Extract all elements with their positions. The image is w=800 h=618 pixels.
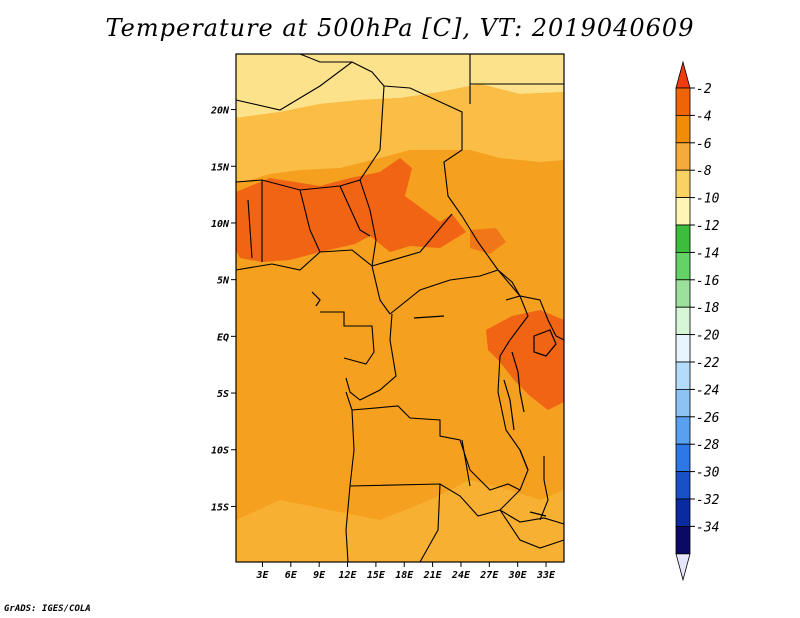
longitude-ticks: 3E 6E 9E 12E 15E 18E 21E 24E 27E 30E 33E <box>255 562 556 581</box>
colorbar-label: -16 <box>696 274 720 289</box>
lat-tick-label: 15S <box>211 502 229 513</box>
colorbar-swatch <box>675 361 691 390</box>
latitude-ticks: 20N 15N 10N 5N EQ 5S 10S 15S <box>210 106 236 513</box>
lat-tick-label: 5S <box>217 389 229 400</box>
colorbar-swatch <box>675 169 691 198</box>
lat-tick-label: 20N <box>210 106 230 117</box>
lon-tick-label: 3E <box>255 570 269 581</box>
colorbar: -2 -4 -6 -8 -10 -12 -14 -16 -18 -20 -22 -24 -26 -28 -3… <box>675 60 720 582</box>
country-borders <box>235 53 565 563</box>
colorbar-swatch <box>675 388 691 418</box>
lon-tick-label: 30E <box>508 570 528 581</box>
colorbar-swatch <box>675 142 691 171</box>
colorbar-swatch <box>675 306 691 336</box>
colorbar-label: -28 <box>696 438 720 453</box>
band-minus8-minus10 <box>236 54 564 118</box>
band-minus2-minus4-east <box>486 310 564 410</box>
lon-tick-label: 33E <box>536 570 556 581</box>
colorbar-swatch <box>675 334 691 363</box>
colorbar-label: -26 <box>696 411 720 426</box>
colorbar-swatch <box>675 224 691 253</box>
colorbar-swatch <box>675 471 691 500</box>
lon-tick-label: 6E <box>285 570 298 581</box>
lon-tick-label: 24E <box>451 570 471 581</box>
colorbar-label: -2 <box>696 82 712 97</box>
colorbar-swatch <box>675 443 691 473</box>
colorbar-label: -18 <box>696 301 720 316</box>
colorbar-label: -6 <box>696 137 712 152</box>
band-minus6-minus8-south <box>236 480 564 562</box>
colorbar-label: -32 <box>696 493 720 508</box>
colorbar-swatch <box>675 115 691 144</box>
lon-tick-label: 12E <box>339 570 358 581</box>
colorbar-swatch <box>675 87 691 116</box>
band-minus6-minus8 <box>236 84 564 182</box>
lakes <box>311 291 557 517</box>
grads-credit: GrADS: IGES/COLA <box>4 604 91 614</box>
lon-tick-label: 18E <box>395 570 414 581</box>
colorbar-swatch <box>675 498 691 527</box>
map-frame <box>235 53 565 563</box>
colorbar-swatch <box>675 279 691 308</box>
lat-tick-label: 5N <box>217 276 230 287</box>
temperature-field <box>236 54 564 562</box>
colorbar-swatch <box>675 416 691 445</box>
lat-tick-label: 10S <box>211 446 229 457</box>
lon-tick-label: 15E <box>367 570 386 581</box>
colorbar-bottom-arrow <box>675 553 691 582</box>
colorbar-label: -12 <box>696 219 720 234</box>
colorbar-label: -30 <box>696 466 720 481</box>
colorbar-label: -24 <box>696 383 719 398</box>
colorbar-label: -10 <box>696 192 720 207</box>
colorbar-label: -4 <box>696 109 712 124</box>
band-minus2-minus4-east-small <box>470 228 506 254</box>
colorbar-label: -20 <box>696 329 720 344</box>
colorbar-swatch <box>675 526 691 555</box>
lon-tick-label: 27E <box>479 570 499 581</box>
colorbar-label: -34 <box>696 520 719 535</box>
colorbar-swatch <box>675 251 691 281</box>
lon-tick-label: 9E <box>313 570 326 581</box>
colorbar-label: -14 <box>696 246 719 261</box>
lat-tick-label: EQ <box>217 332 229 343</box>
lat-tick-label: 15N <box>211 162 230 173</box>
lon-tick-label: 21E <box>423 570 443 581</box>
colorbar-label: -8 <box>696 164 712 179</box>
colorbar-top-arrow <box>675 60 691 89</box>
colorbar-swatch <box>675 197 691 226</box>
map-title: Temperature at 500hPa [C], VT: 201904060… <box>105 14 695 42</box>
colorbar-label: -22 <box>696 356 720 371</box>
lat-tick-label: 10N <box>211 219 230 230</box>
